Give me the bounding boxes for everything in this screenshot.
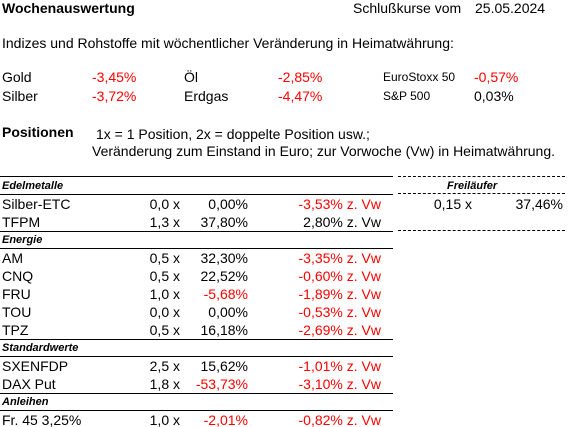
rule: [0, 176, 393, 177]
index-value: 0,03%: [474, 88, 514, 104]
position-name: Silber-ETC: [2, 196, 71, 212]
weekly-change: -3,53% z. Vw: [298, 196, 381, 212]
rule: [0, 356, 393, 357]
position-name: AM: [2, 250, 23, 266]
position-name: TFPM: [2, 214, 41, 230]
position-size: 0,5 x: [149, 322, 180, 338]
position-change: 0,00%: [208, 196, 248, 212]
position-size: 2,5 x: [149, 358, 180, 374]
position-name: CNQ: [2, 268, 34, 284]
index-value: -0,57%: [474, 69, 519, 85]
index-name: Silber: [2, 88, 38, 104]
position-change: -2,01%: [203, 412, 248, 427]
rule: [398, 230, 565, 231]
indices-intro: Indizes und Rohstoffe mit wöchentlicher …: [2, 35, 454, 51]
rule: [0, 410, 393, 411]
section-title: Anleihen: [2, 396, 49, 408]
position-name: SXENFDP: [2, 358, 69, 374]
position-size: 0,5 x: [149, 268, 180, 284]
index-value: -3,45%: [92, 69, 137, 85]
rule: [398, 193, 565, 194]
weekly-change: -1,89% z. Vw: [298, 286, 381, 302]
index-value: -2,85%: [278, 69, 323, 85]
index-value: -3,72%: [92, 88, 137, 104]
index-name: S&P 500: [383, 89, 431, 103]
rule: [0, 231, 393, 232]
index-name: Gold: [2, 69, 32, 85]
weekly-change: -0,82% z. Vw: [298, 412, 381, 427]
section-title: Energie: [2, 234, 43, 246]
position-size: 0,0 x: [149, 196, 180, 212]
position-size: 0,0 x: [149, 304, 180, 320]
position-change: 32,30%: [200, 250, 248, 266]
weekly-change: -3,10% z. Vw: [298, 376, 381, 392]
position-change: 22,52%: [200, 268, 248, 284]
section-title: Edelmetalle: [2, 180, 64, 192]
weekly-change: -1,01% z. Vw: [298, 358, 381, 374]
rule: [0, 393, 393, 394]
weekly-change: -3,35% z. Vw: [298, 250, 381, 266]
positions-title: Positionen: [2, 124, 74, 140]
position-size: 1,0 x: [149, 412, 180, 427]
position-change: 15,62%: [200, 358, 248, 374]
rule: [0, 339, 393, 340]
position-change: -53,73%: [195, 376, 248, 392]
position-change: 37,80%: [200, 214, 248, 230]
weekly-change: -0,60% z. Vw: [298, 268, 381, 284]
date: 25.05.2024: [475, 0, 546, 16]
position-name: FRU: [2, 286, 31, 302]
index-name: Erdgas: [184, 88, 229, 104]
index-name: EuroStoxx 50: [383, 70, 456, 84]
position-size: 1,8 x: [149, 376, 180, 392]
position-change: 0,00%: [208, 304, 248, 320]
date-label: Schlußkurse vom: [353, 0, 462, 16]
weekly-change: -2,69% z. Vw: [298, 322, 381, 338]
title: Wochenauswertung: [2, 0, 135, 16]
position-change: 16,18%: [200, 322, 248, 338]
positions-note: 1x = 1 Position, 2x = doppelte Position …: [96, 126, 370, 142]
rule: [398, 176, 565, 177]
weekly-change: 2,80% z. Vw: [303, 214, 381, 230]
section-title: Freiläufer: [447, 180, 498, 192]
positions-note: Veränderung zum Einstand in Euro; zur Vo…: [92, 143, 556, 159]
weekly-change: -0,53% z. Vw: [298, 304, 381, 320]
freilaeufer-size: 0,15 x: [433, 196, 472, 212]
section-title: Standardwerte: [2, 342, 79, 354]
position-name: Fr. 45 3,25%: [2, 412, 82, 427]
freilaeufer-change: 37,46%: [515, 196, 563, 212]
index-value: -4,47%: [278, 88, 323, 104]
position-name: TPZ: [2, 322, 29, 338]
position-change: -5,68%: [203, 286, 248, 302]
rule: [0, 194, 393, 195]
position-name: DAX Put: [2, 376, 56, 392]
position-size: 1,0 x: [149, 286, 180, 302]
position-name: TOU: [2, 304, 32, 320]
position-size: 0,5 x: [149, 250, 180, 266]
index-name: Öl: [184, 69, 198, 85]
rule: [0, 248, 393, 249]
position-size: 1,3 x: [149, 214, 180, 230]
